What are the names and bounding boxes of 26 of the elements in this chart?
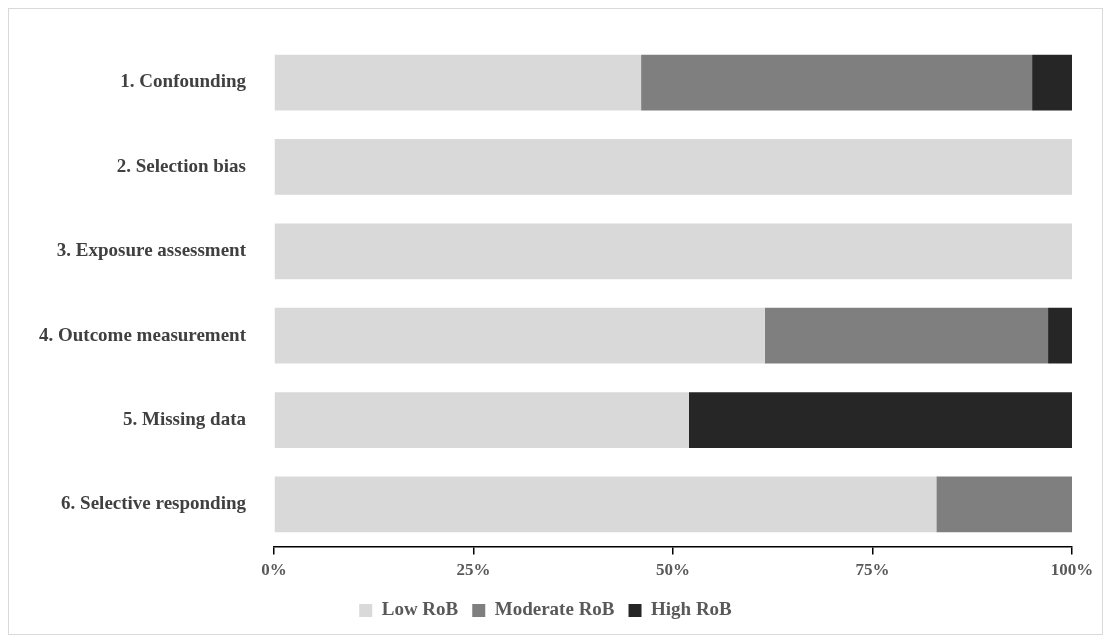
- bar: [274, 54, 642, 111]
- bar: [274, 307, 765, 364]
- bar: [274, 476, 937, 533]
- bar: [764, 307, 1049, 364]
- bar: [688, 392, 1072, 448]
- x-tick-label: 0%: [261, 560, 287, 580]
- bar: [274, 223, 1072, 280]
- x-tick-label: 100%: [1050, 560, 1094, 580]
- bar: [936, 476, 1072, 533]
- y-tick-label: 6. Selective responding: [61, 492, 247, 514]
- y-tick-label: 5. Missing data: [123, 407, 247, 429]
- x-tick-label: 50%: [656, 560, 691, 580]
- bar: [1048, 307, 1072, 364]
- y-tick-label: 4. Outcome measurement: [39, 323, 247, 345]
- x-tick-label: 75%: [855, 560, 890, 580]
- x-tick-label: 25%: [456, 560, 491, 580]
- y-tick-label: 2. Selection bias: [116, 154, 247, 176]
- bar: [274, 139, 1072, 195]
- bar: [1032, 54, 1072, 111]
- y-tick-label: 1. Confounding: [120, 70, 247, 92]
- y-tick-label: 3. Exposure assessment: [56, 239, 247, 261]
- legend-label: Moderate RoB: [494, 598, 615, 620]
- legend-label: Low RoB: [381, 598, 459, 620]
- bar: [274, 392, 689, 448]
- legend-label: High RoB: [651, 598, 733, 620]
- bar: [641, 54, 1033, 111]
